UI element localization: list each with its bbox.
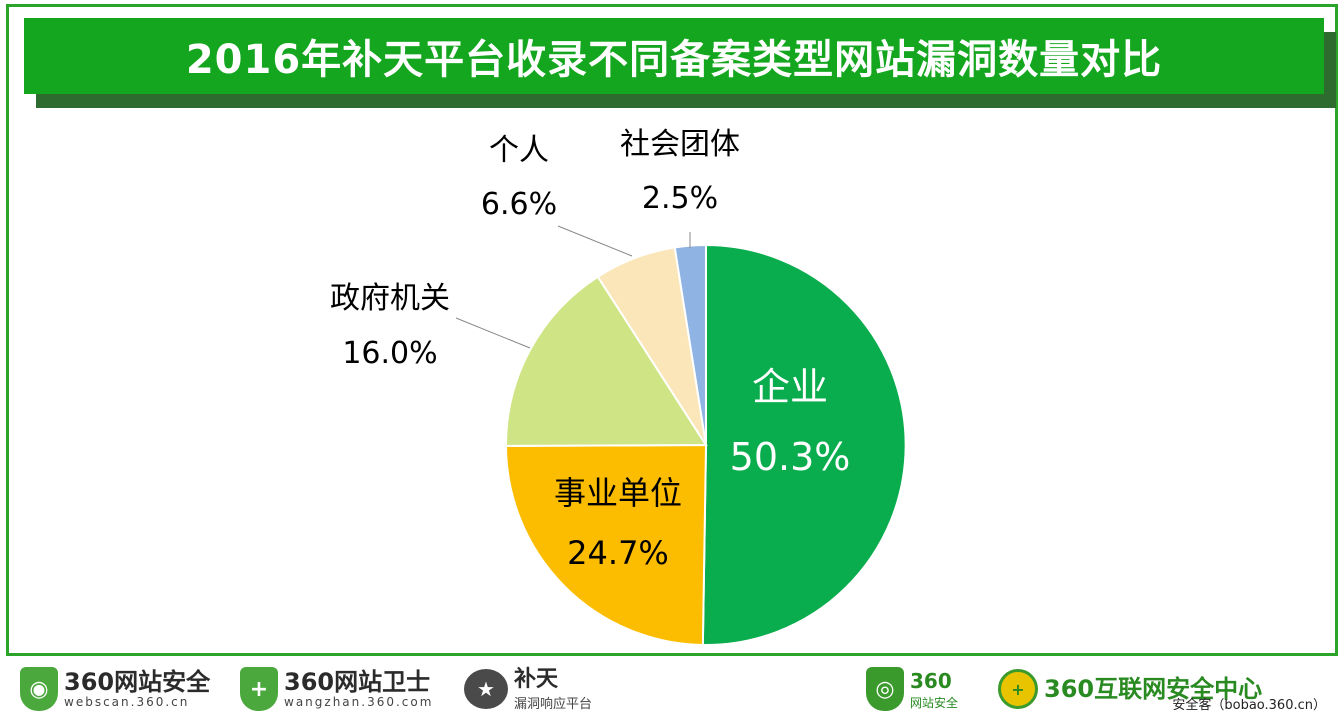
logo-butian: ★ 补天 漏洞响应平台	[464, 664, 592, 714]
logo-wangzhan-url: wangzhan.360.com	[284, 695, 434, 709]
title-bar: 2016年补天平台收录不同备案类型网站漏洞数量对比	[24, 18, 1324, 94]
leader-line-2	[455, 317, 531, 349]
slice-value-label-4: 2.5%	[642, 181, 718, 216]
pie-slice-2	[504, 275, 708, 447]
pie-slice-0	[701, 243, 907, 646]
logo-butian-title: 补天	[514, 666, 559, 692]
footer: ◉ 360网站安全 webscan.360.cn + 360网站卫士 wangz…	[0, 656, 1344, 720]
slice-value-label-1: 24.7%	[567, 534, 669, 572]
logo-webscan: ◉ 360网站安全 webscan.360.cn	[20, 664, 210, 714]
slice-name-label-0: 企业	[752, 365, 828, 409]
logo-webscan-url: webscan.360.cn	[64, 695, 190, 709]
logo-360-webscan: ◎ 360 网站安全	[866, 664, 958, 714]
star-icon: ★	[464, 669, 508, 709]
watermark: 安全客（bobao.360.cn）	[1172, 698, 1326, 713]
chart-title: 2016年补天平台收录不同备案类型网站漏洞数量对比	[185, 37, 1163, 83]
leader-line-3	[557, 225, 633, 257]
logo-webscan-title: 360网站安全	[64, 668, 211, 696]
slice-name-label-3: 个人	[489, 133, 549, 168]
logo-butian-sub: 漏洞响应平台	[514, 696, 593, 712]
logo-wangzhan-title: 360网站卫士	[284, 668, 431, 696]
pie-slice-1	[504, 443, 708, 646]
logo-wangzhan: + 360网站卫士 wangzhan.360.com	[240, 664, 433, 714]
logo-360-security-center: + 360互联网安全中心	[998, 664, 1262, 714]
shield-plus-icon: +	[240, 667, 278, 711]
shield-globe-icon: ◎	[866, 667, 904, 711]
slice-value-label-0: 50.3%	[730, 435, 851, 479]
globe-icon: +	[998, 669, 1038, 709]
shield-icon: ◉	[20, 667, 58, 711]
slice-value-label-2: 16.0%	[342, 336, 437, 371]
logo-360-title: 360	[910, 668, 952, 693]
slice-value-label-3: 6.6%	[481, 187, 557, 222]
slice-name-label-4: 社会团体	[620, 127, 740, 162]
logo-360-sub: 网站安全	[910, 695, 959, 710]
slice-name-label-2: 政府机关	[330, 281, 450, 316]
logo-security-center-title: 360互联网安全中心	[1044, 675, 1263, 703]
slice-name-label-1: 事业单位	[554, 474, 682, 512]
